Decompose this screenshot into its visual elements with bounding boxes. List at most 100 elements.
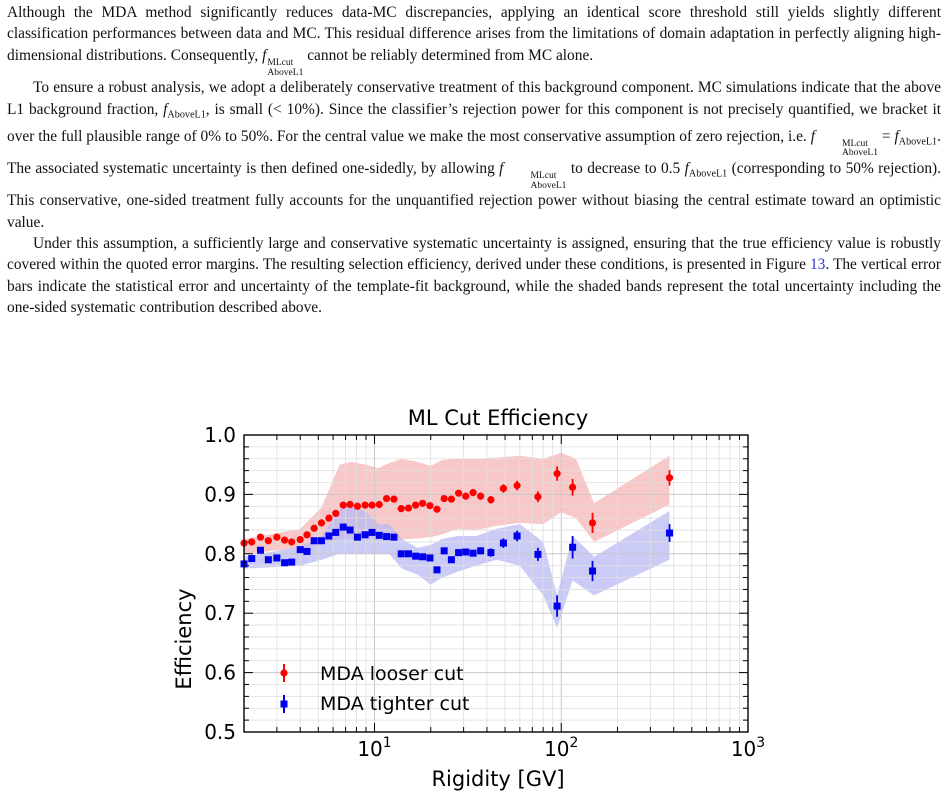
legend-entry-looser: MDA looser cut [280,663,464,685]
point-tighter [303,547,311,555]
point-tighter [469,549,477,557]
point-looser [455,489,463,497]
point-tighter [248,555,256,563]
point-looser [310,524,318,532]
point-looser [426,502,434,510]
x-tick-label: 101 [357,735,391,761]
point-tighter [317,537,325,545]
point-looser [588,519,597,527]
plot-frame [243,434,749,733]
point-tighter [288,558,296,566]
point-looser [361,501,369,509]
point-tighter [296,546,304,554]
point-looser [264,537,272,545]
paragraph-2-text-c: . The associated systematic uncertainty … [7,127,941,177]
point-tighter [499,539,507,547]
point-looser [412,501,420,509]
x-tick-label: 103 [731,735,765,761]
point-tighter [353,533,361,541]
point-tighter [412,552,420,560]
point-tighter [569,543,577,551]
point-looser [513,481,521,490]
symbol-f-mlcut-abovel1: f MLcut AboveL1 [262,46,304,78]
point-tighter [281,559,289,567]
paragraph-1-text-b: cannot be reliably determined from MC al… [303,46,594,64]
point-tighter [534,550,542,558]
point-looser [375,500,383,509]
symbol-f-abovel1: fAboveL1 [894,127,938,148]
point-looser [332,509,340,518]
x-axis-label: Rigidity [GV] [431,767,564,791]
point-tighter [361,531,369,539]
paragraph-2-text-d: to decrease to 0.5 [566,159,685,177]
point-looser [568,483,577,491]
point-looser [665,474,674,482]
point-looser [248,538,256,546]
point-looser [368,501,376,509]
point-looser [339,501,347,509]
paragraph-3-text-b: . The vertical error bars indicate the s… [7,256,941,317]
point-tighter [383,533,391,541]
paragraph-2-text-b: , is small (< 10%). Since the classifier… [7,100,941,145]
paragraph-1-text-a: Although the MDA method significantly re… [7,4,941,64]
point-tighter [346,526,354,534]
point-looser [462,492,470,500]
point-tighter [487,549,495,557]
point-looser [317,519,326,527]
point-tighter [332,528,340,536]
point-looser [296,535,304,544]
point-tighter [397,550,405,558]
point-tighter [273,554,281,562]
point-looser [325,514,333,522]
paragraph-3-text-a: Under this assumption, a sufficiently la… [7,235,941,274]
point-tighter [404,550,412,558]
legend-label-tighter: MDA tighter cut [320,693,470,715]
paragraph-2: To ensure a robust analysis, we adopt a … [7,77,941,233]
data-points [240,466,674,617]
point-looser [390,495,398,503]
point-tighter [440,547,448,555]
point-looser [419,499,427,507]
point-tighter [339,523,347,531]
point-looser [447,495,455,503]
paragraph-2-text-e: (corresponding to 50% rejection). This c… [7,159,941,231]
point-tighter [256,546,264,554]
point-tighter [433,566,441,574]
point-looser [303,531,311,539]
chart-title: ML Cut Efficiency [408,406,589,430]
point-looser [346,500,354,509]
point-tighter [513,532,521,540]
equals-sign: = [877,127,895,145]
paragraph-1: Although the MDA method significantly re… [7,2,941,77]
legend-label-looser: MDA looser cut [320,663,464,685]
point-tighter [426,554,434,562]
point-tighter [390,533,398,541]
point-looser [404,504,413,512]
symbol-f-abovel1: fAboveL1 [684,159,728,180]
point-tighter [455,549,463,557]
point-looser [433,505,441,513]
symbol-f-mlcut-abovel1: f MLcut AboveL1 [499,159,567,191]
point-tighter [264,556,272,564]
y-tick-label: 0.7 [204,601,236,625]
efficiency-chart: ML Cut Efficiency 0.5 0.6 0.7 0.8 0.9 1.0 101 1… [172,406,765,791]
point-looser [382,494,391,503]
figure-ref-link[interactable]: 13 [809,256,826,274]
legend: MDA looser cut MDA tighter cut [280,663,470,715]
body-text: Although the MDA method significantly re… [7,2,941,319]
point-looser [553,470,561,478]
axis-ticks: 0.5 0.6 0.7 0.8 0.9 1.0 101 102 103 [204,423,765,761]
point-looser [281,536,289,544]
y-tick-label: 1.0 [204,423,236,447]
point-looser [397,505,405,513]
y-tick-label: 0.9 [204,482,236,506]
y-axis-label: Efficiency [172,588,196,689]
point-tighter [375,531,383,539]
point-looser [469,489,477,497]
paragraph-3: Under this assumption, a sufficiently la… [7,233,941,319]
point-tighter [666,529,674,537]
point-looser [477,492,485,500]
point-tighter [589,567,597,575]
point-looser [487,496,495,504]
point-looser [273,533,281,541]
